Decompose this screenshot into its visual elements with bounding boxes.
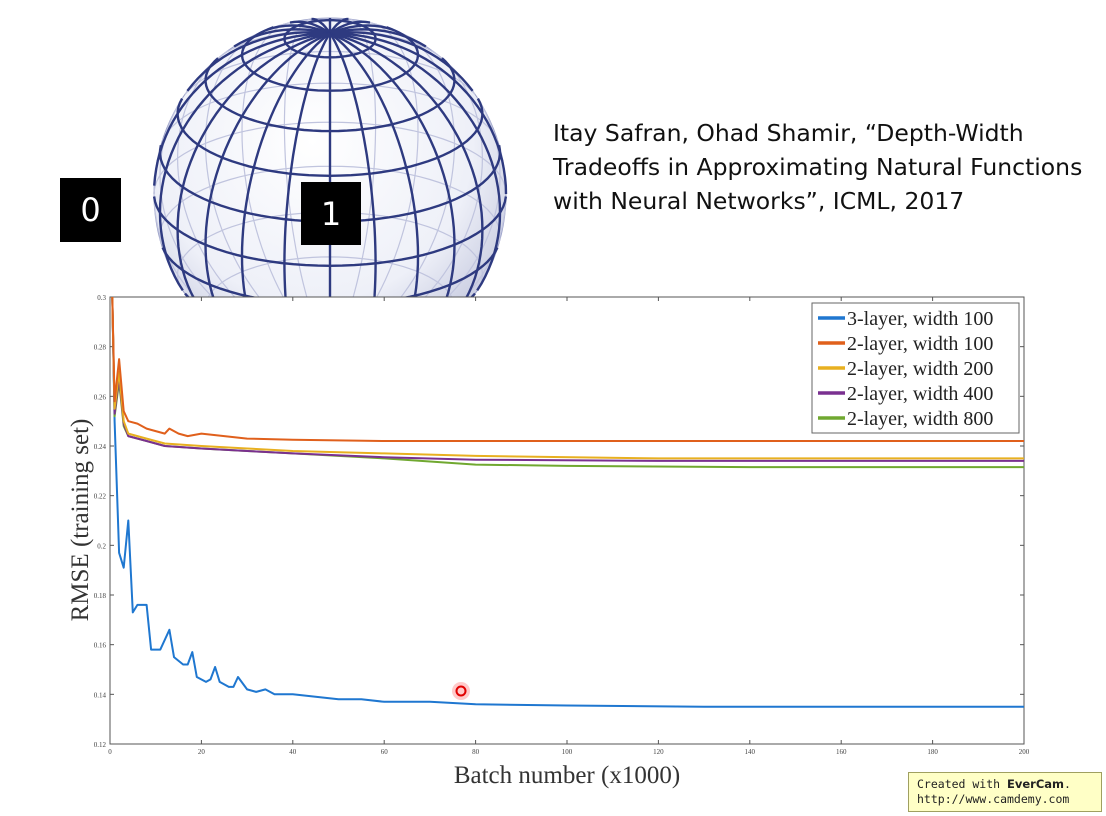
x-tick-label: 160 <box>836 748 847 756</box>
legend-label-5: 2-layer, width 800 <box>847 408 993 430</box>
y-tick-label: 0.24 <box>94 443 107 451</box>
label-zero-badge: 0 <box>60 178 121 242</box>
y-tick-label: 0.26 <box>94 393 107 401</box>
y-tick-label: 0.3 <box>97 294 106 302</box>
citation-line-3: with Neural Networks”, ICML, 2017 <box>553 187 965 215</box>
x-axis-label: Batch number (x1000) <box>454 762 680 789</box>
watermark-brand: EverCam <box>1007 777 1065 791</box>
watermark-period: . <box>1064 777 1071 791</box>
series-line-3 <box>111 296 1024 460</box>
x-tick-label: 140 <box>745 748 756 756</box>
legend-label-2: 2-layer, width 100 <box>847 333 993 355</box>
legend-label-3: 2-layer, width 200 <box>847 358 993 380</box>
legend-box <box>811 302 1020 434</box>
series-lines <box>111 296 1024 708</box>
y-tick-label: 0.28 <box>94 344 107 352</box>
y-tick-label: 0.12 <box>94 741 107 749</box>
legend-label-1: 3-layer, width 100 <box>847 308 993 330</box>
legend: 3-layer, width 100 2-layer, width 100 2-la… <box>811 302 1020 434</box>
cursor-marker <box>452 682 470 700</box>
x-tick-label: 100 <box>562 748 573 756</box>
y-tick-label: 0.18 <box>94 592 107 600</box>
watermark-url: http://www.camdemy.com <box>917 792 1070 806</box>
x-tick-label: 40 <box>289 748 297 756</box>
x-axis-ticks: 0 20 40 60 80 100 120 140 160 180 200 <box>108 297 1030 756</box>
y-axis-label: RMSE (training set) <box>67 419 94 622</box>
x-tick-label: 60 <box>381 748 389 756</box>
x-tick-label: 80 <box>472 748 480 756</box>
citation-line-1: Itay Safran, Ohad Shamir, “Depth-Width <box>553 119 1024 147</box>
series-line-1 <box>111 296 1024 708</box>
y-tick-label: 0.16 <box>94 642 107 650</box>
x-tick-label: 180 <box>927 748 938 756</box>
x-tick-label: 20 <box>198 748 206 756</box>
evercam-watermark: Created with EverCam. http://www.camdemy… <box>908 772 1102 812</box>
y-tick-label: 0.2 <box>97 542 106 550</box>
y-tick-label: 0.14 <box>94 691 107 699</box>
watermark-created-text: Created with <box>917 777 1008 791</box>
x-tick-label: 0 <box>108 748 112 756</box>
x-tick-label: 200 <box>1019 748 1030 756</box>
series-line-2 <box>111 296 1024 442</box>
x-tick-label: 120 <box>653 748 664 756</box>
legend-label-4: 2-layer, width 400 <box>847 383 993 405</box>
y-tick-label: 0.22 <box>94 493 107 501</box>
citation-line-2: Tradeoffs in Approximating Natural Funct… <box>553 153 1083 181</box>
label-one-badge: 1 <box>301 182 361 245</box>
y-axis-ticks: 0.12 0.14 0.16 0.18 0.2 0.22 0.24 0.26 0.28 0.3 <box>94 294 1024 749</box>
citation-text: Itay Safran, Ohad Shamir, “Depth-Width T… <box>553 116 1093 218</box>
